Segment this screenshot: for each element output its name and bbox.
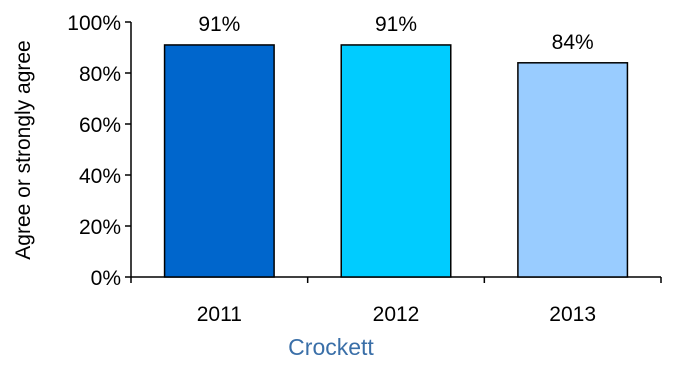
- bar-2013: [517, 62, 629, 278]
- x-axis-title: Crockett: [288, 334, 374, 360]
- x-tick-label-2012: 2012: [373, 303, 420, 326]
- bars: [163, 44, 629, 278]
- y-tick-label: 60%: [79, 114, 121, 137]
- bar-2011: [163, 44, 275, 278]
- data-label-2013: 84%: [552, 31, 594, 54]
- y-tick-label: 100%: [67, 12, 121, 35]
- y-tick-label: 80%: [79, 63, 121, 86]
- y-axis-title: Agree or strongly agree: [12, 40, 35, 259]
- y-axis: 0% 20% 40% 60% 80% 100%: [67, 12, 132, 290]
- x-axis: 2011 2012 2013: [130, 276, 662, 326]
- bar-2012: [340, 44, 452, 278]
- data-label-2011: 91%: [198, 13, 240, 36]
- y-tick-label: 20%: [79, 216, 121, 239]
- x-tick-label-2013: 2013: [549, 303, 596, 326]
- data-label-2012: 91%: [375, 13, 417, 36]
- data-labels: 91% 91% 84%: [198, 13, 593, 54]
- y-tick-label: 0%: [91, 267, 121, 290]
- x-tick-label-2011: 2011: [197, 303, 242, 326]
- y-tick-label: 40%: [79, 165, 121, 188]
